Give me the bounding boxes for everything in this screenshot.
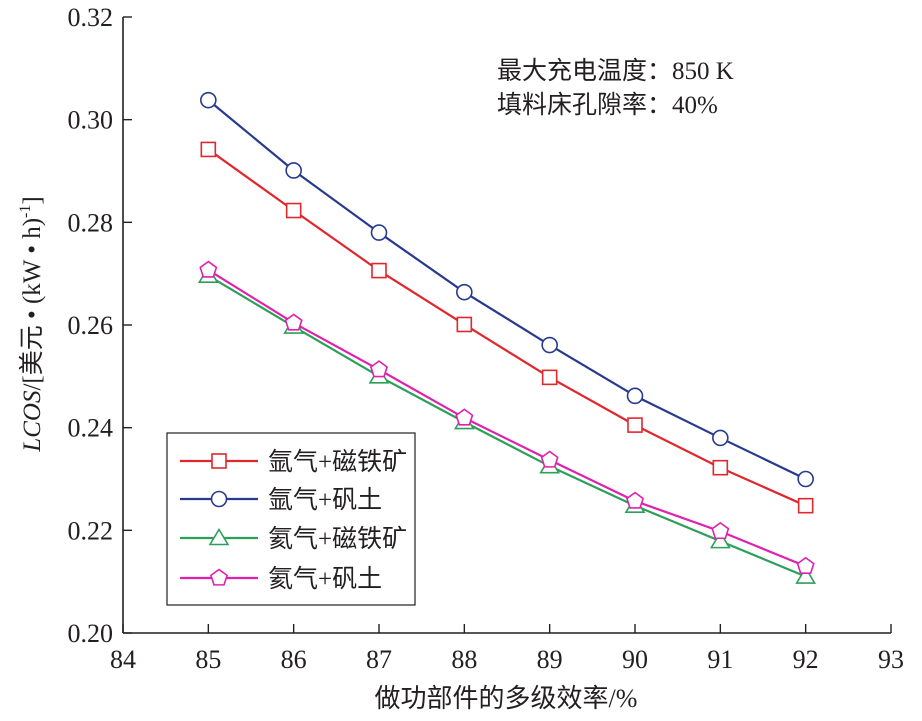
data-point <box>456 283 473 301</box>
data-point <box>627 417 643 433</box>
x-tick-label: 91 <box>707 645 733 674</box>
y-axis-label-italic: LCOS <box>19 390 46 453</box>
x-tick-label: 86 <box>281 645 307 674</box>
x-tick-label: 88 <box>451 645 477 674</box>
legend-item-1: 氩气+磁铁矿 <box>180 448 407 476</box>
series-2 <box>200 91 814 488</box>
data-point <box>200 91 217 109</box>
data-point <box>285 162 302 179</box>
data-point <box>796 556 815 574</box>
data-point <box>369 360 389 378</box>
data-point <box>712 429 729 447</box>
legend-item-3: 氦气+磁铁矿 <box>180 525 407 553</box>
y-axis-label-close: ] <box>19 196 46 204</box>
data-point <box>541 369 558 386</box>
y-tick-label: 0.26 <box>68 311 114 340</box>
legend-marker <box>211 453 227 469</box>
data-point <box>370 224 388 241</box>
legend-marker <box>210 490 228 508</box>
data-point <box>540 450 559 468</box>
series-line <box>207 99 807 480</box>
legend-label: 氦气+磁铁矿 <box>268 525 407 553</box>
data-point <box>626 387 644 405</box>
x-tick-label: 85 <box>195 645 221 674</box>
x-tick-label: 90 <box>622 645 648 674</box>
data-point <box>371 262 387 279</box>
x-tick-label: 84 <box>110 645 136 674</box>
legend-label: 氩气+矾土 <box>268 486 382 514</box>
data-point <box>199 260 218 278</box>
data-point <box>797 470 814 488</box>
x-axis-label: 做功部件的多级效率/% <box>375 684 638 713</box>
legend-marker <box>208 527 230 546</box>
series-1 <box>200 141 814 514</box>
ticks: 84 85 86 87 88 89 90 91 92 93 0.20 0.22 0.24 0.26 0.28… <box>68 3 905 674</box>
data-point <box>797 497 814 514</box>
series-line <box>207 148 807 507</box>
legend-marker <box>209 568 229 586</box>
x-tick-label: 89 <box>537 645 563 674</box>
x-tick-label: 93 <box>878 645 904 674</box>
y-axis-label-main: /[美元 • (kW • h) <box>18 218 46 391</box>
data-point <box>795 566 817 584</box>
series-line <box>207 274 807 578</box>
data-point <box>285 202 302 219</box>
data-point <box>200 141 217 158</box>
y-axis-label: LCOS/[美元 • (kW • h)-1] <box>17 196 46 452</box>
x-tick-label: 87 <box>366 645 392 674</box>
y-tick-label: 0.32 <box>68 3 114 32</box>
series-group <box>197 91 817 584</box>
y-tick-label: 0.24 <box>68 414 114 443</box>
data-point <box>455 408 474 426</box>
legend-item-4: 氦气+矾土 <box>180 565 382 593</box>
data-point <box>711 521 730 540</box>
y-tick-label: 0.20 <box>68 619 114 648</box>
data-point <box>284 313 303 331</box>
annotation-line-1: 最大充电温度：850 K <box>497 57 734 85</box>
y-tick-label: 0.28 <box>68 208 114 237</box>
annotation-box: 最大充电温度：850 K 填料床孔隙率：40% <box>497 57 734 119</box>
data-point <box>456 316 473 333</box>
legend-item-2: 氩气+矾土 <box>180 486 382 514</box>
series-line <box>207 269 807 568</box>
y-axis-label-superscript: -1 <box>17 205 34 218</box>
data-point <box>709 531 731 549</box>
legend-label: 氦气+矾土 <box>268 565 382 593</box>
legend-label: 氩气+磁铁矿 <box>268 448 407 476</box>
annotation-line-2: 填料床孔隙率：40% <box>497 91 718 119</box>
y-tick-label: 0.30 <box>68 106 114 135</box>
y-tick-label: 0.22 <box>68 516 114 545</box>
data-point <box>625 491 645 509</box>
data-point <box>712 459 729 476</box>
data-point <box>541 336 558 354</box>
x-tick-label: 92 <box>793 645 819 674</box>
series-4 <box>199 260 815 574</box>
